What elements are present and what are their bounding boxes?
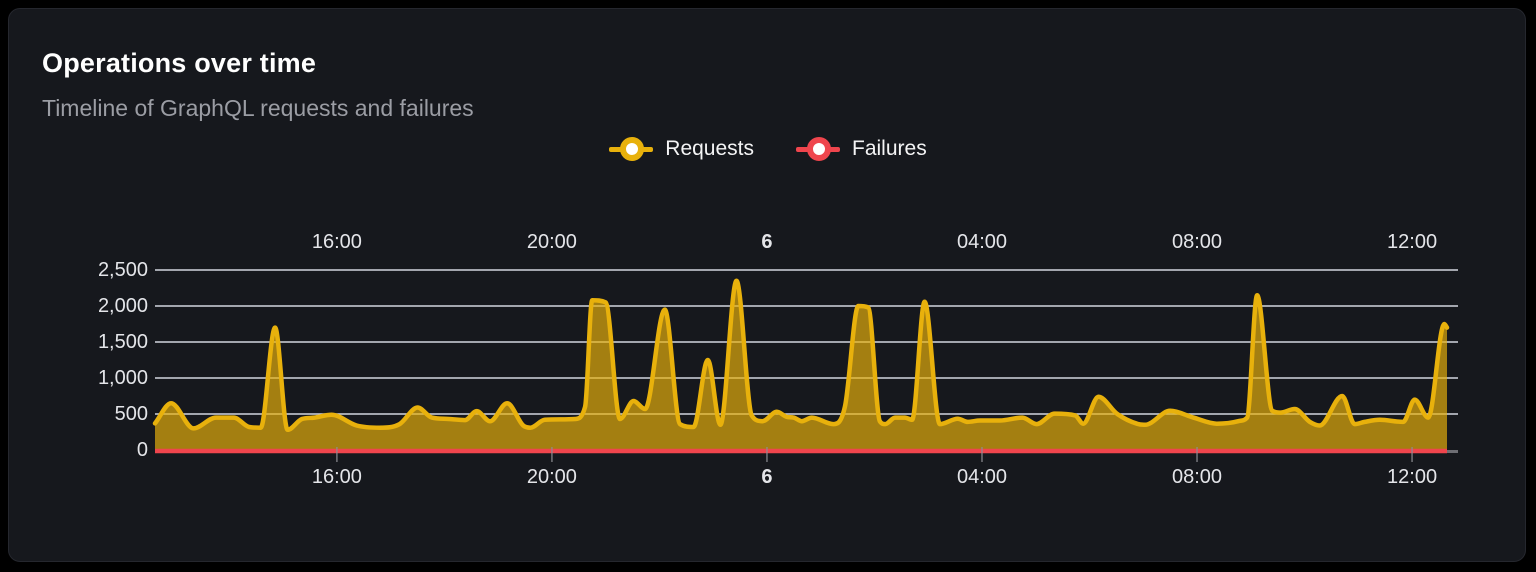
x-axis-label-top: 20:00 bbox=[526, 231, 577, 253]
y-axis-label: 2,000 bbox=[97, 295, 148, 317]
y-axis-label: 500 bbox=[114, 403, 148, 425]
legend-item-failures[interactable]: Failures bbox=[796, 137, 927, 161]
x-axis-label-bottom: 20:00 bbox=[526, 466, 577, 488]
x-axis-label-bottom: 12:00 bbox=[1387, 466, 1438, 488]
panel-subtitle: Timeline of GraphQL requests and failure… bbox=[42, 95, 474, 121]
y-axis-label: 2,500 bbox=[97, 259, 148, 281]
legend-label-failures: Failures bbox=[852, 137, 927, 160]
x-axis-label-bottom: 6 bbox=[761, 466, 773, 488]
requests-series-icon bbox=[609, 137, 654, 161]
legend-item-requests[interactable]: Requests bbox=[609, 137, 754, 161]
requests-area[interactable] bbox=[155, 280, 1447, 450]
x-axis-label-top: 12:00 bbox=[1387, 231, 1438, 253]
y-axis-label: 0 bbox=[136, 439, 148, 461]
panel-title: Operations over time bbox=[42, 48, 317, 78]
chart-legend: Requests Failures bbox=[0, 137, 1536, 161]
failures-series-icon bbox=[796, 137, 840, 161]
y-axis-label: 1,000 bbox=[97, 367, 148, 389]
x-axis-label-bottom: 16:00 bbox=[311, 466, 362, 488]
y-axis-label: 1,500 bbox=[97, 331, 148, 353]
x-axis-label-top: 04:00 bbox=[956, 231, 1008, 253]
operations-panel bbox=[8, 8, 1526, 562]
x-axis-label-bottom: 08:00 bbox=[1171, 466, 1223, 488]
legend-label-requests: Requests bbox=[665, 137, 754, 160]
x-axis-label-bottom: 04:00 bbox=[956, 466, 1008, 488]
requests-line[interactable] bbox=[152, 278, 1450, 433]
x-axis-label-top: 16:00 bbox=[311, 231, 362, 253]
x-axis-label-top: 6 bbox=[761, 231, 773, 253]
x-axis-label-top: 08:00 bbox=[1171, 231, 1223, 253]
